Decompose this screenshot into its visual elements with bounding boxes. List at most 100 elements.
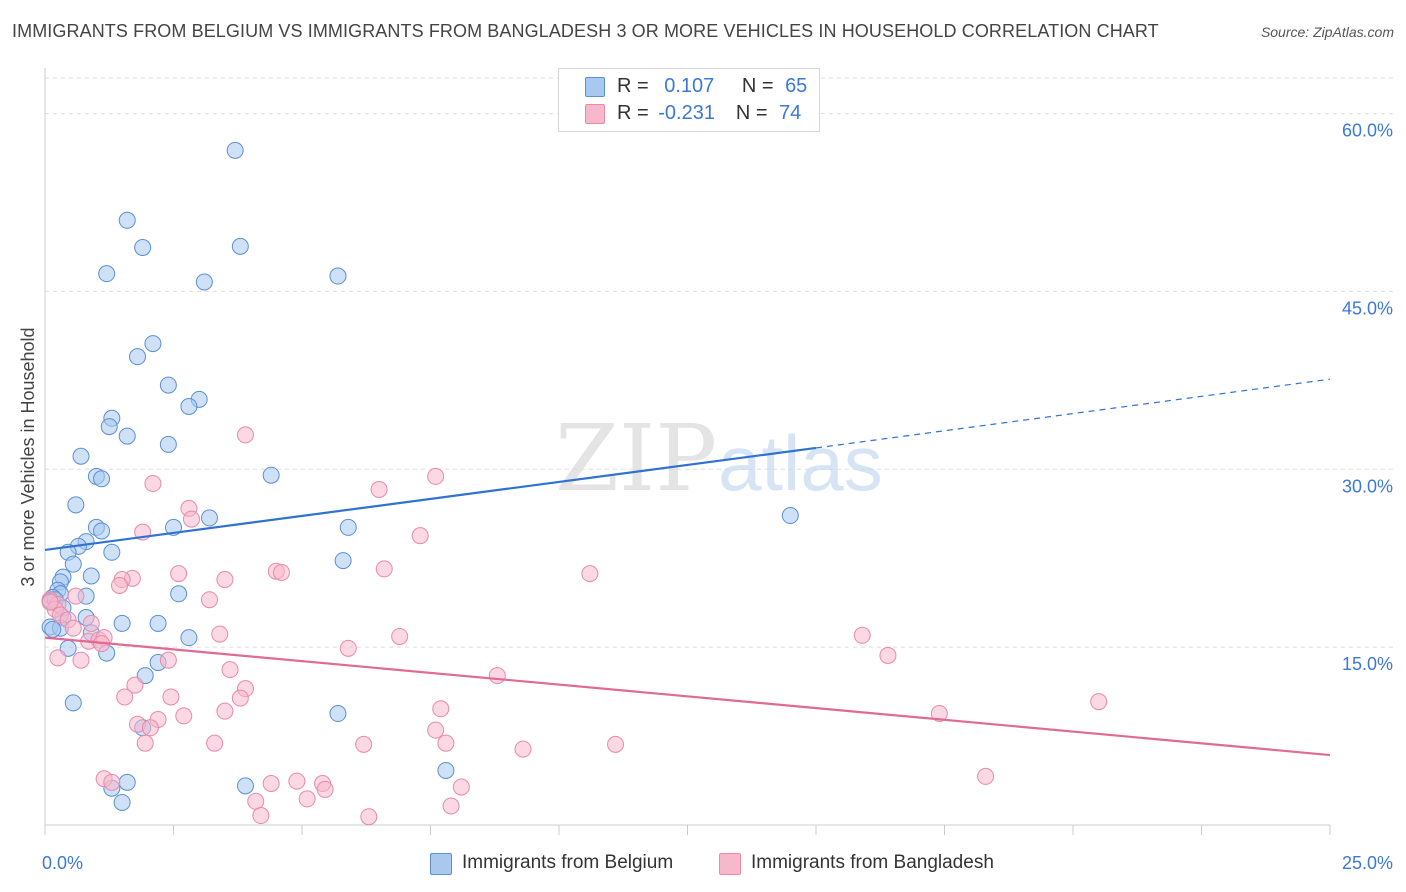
belgium-point — [82, 567, 100, 585]
data-points — [41, 141, 1108, 826]
watermark-atlas: atlas — [718, 419, 883, 507]
bangladesh-point — [170, 565, 188, 583]
bangladesh-point — [252, 807, 270, 825]
y-tick-label: 60.0% — [1342, 121, 1393, 141]
bangladesh-point — [206, 734, 224, 752]
bangladesh-point — [72, 651, 90, 669]
bangladesh-point — [67, 587, 85, 605]
source-label: Source: ZipAtlas.com — [1260, 24, 1394, 40]
watermark-zip: ZIP — [555, 405, 717, 512]
bangladesh-point — [82, 614, 100, 632]
bangladesh-point — [175, 707, 193, 725]
bangladesh-point — [411, 527, 429, 545]
bangladesh-point — [427, 467, 445, 485]
bangladesh-point — [355, 735, 373, 753]
legend-n-label: N = — [741, 75, 774, 97]
belgium-point — [180, 397, 198, 415]
bangladesh-trend-line — [44, 636, 1331, 757]
bottom-legend-label-bangladesh: Immigrants from Bangladesh — [751, 852, 994, 873]
grid-lines — [45, 77, 1395, 648]
belgium-point — [170, 585, 188, 603]
bangladesh-point — [231, 689, 249, 707]
bangladesh-point — [432, 700, 450, 718]
bangladesh-point — [437, 734, 455, 752]
belgium-point — [72, 447, 90, 465]
tick-labels: 15.0% 30.0% 45.0% 60.0% 0.0% 25.0% — [42, 121, 1393, 873]
y-tick-label: 45.0% — [1342, 298, 1393, 318]
bangladesh-point — [200, 591, 218, 609]
belgium-point — [64, 694, 82, 712]
legend-swatch-bangladesh — [585, 104, 605, 124]
bangladesh-point — [262, 775, 280, 792]
bangladesh-point — [360, 808, 378, 826]
axes — [44, 68, 1331, 835]
belgium-point — [67, 496, 85, 514]
bangladesh-point — [488, 667, 506, 685]
belgium-point — [236, 777, 254, 795]
bangladesh-point — [514, 740, 532, 758]
legend: R = 0.107 N = 65 R = -0.231 N = 74 — [558, 68, 820, 132]
bangladesh-point — [930, 705, 948, 723]
belgium-trend-extension — [815, 378, 1331, 449]
bangladesh-point — [391, 627, 409, 645]
belgium-point — [334, 552, 352, 570]
legend-n-value: 65 — [785, 75, 808, 97]
bangladesh-point — [247, 792, 265, 810]
belgium-point — [113, 793, 131, 811]
legend-r-value: 0.107 — [664, 75, 715, 97]
belgium-point — [113, 614, 131, 632]
bangladesh-point — [316, 780, 334, 798]
bangladesh-point — [607, 735, 625, 753]
bangladesh-point — [216, 702, 234, 720]
belgium-point — [134, 239, 152, 257]
belgium-point — [100, 418, 118, 436]
bangladesh-point — [339, 639, 357, 657]
bangladesh-point — [853, 626, 871, 644]
belgium-point — [226, 141, 244, 159]
y-axis-label: 3 or more Vehicles in Household — [18, 327, 38, 586]
legend-n-value: 74 — [779, 102, 802, 124]
bangladesh-point — [64, 619, 82, 637]
bangladesh-point — [41, 593, 59, 611]
bangladesh-point — [427, 721, 445, 739]
belgium-point — [195, 273, 213, 291]
bangladesh-point — [375, 560, 393, 578]
belgium-point — [129, 348, 147, 366]
bangladesh-point — [116, 688, 134, 706]
x-tick-label: 25.0% — [1342, 853, 1393, 873]
trend-lines — [44, 378, 1331, 757]
belgium-point — [200, 509, 218, 527]
bangladesh-point — [49, 649, 67, 667]
bangladesh-point — [144, 475, 162, 493]
bangladesh-point — [141, 719, 159, 737]
bangladesh-point — [288, 772, 306, 790]
bangladesh-point — [452, 778, 470, 796]
belgium-point — [64, 555, 82, 573]
belgium-point — [159, 376, 177, 394]
bangladesh-point — [221, 661, 239, 679]
belgium-point — [329, 267, 347, 285]
bangladesh-point — [103, 773, 121, 791]
belgium-point — [231, 237, 249, 255]
x-tick-label: 0.0% — [42, 853, 83, 873]
bangladesh-point — [236, 426, 254, 444]
bangladesh-point — [211, 625, 229, 643]
chart-title: IMMIGRANTS FROM BELGIUM VS IMMIGRANTS FR… — [12, 21, 1159, 41]
belgium-point — [329, 705, 347, 723]
bottom-legend-swatch-bangladesh — [719, 853, 741, 875]
belgium-point — [159, 435, 177, 453]
belgium-point — [118, 211, 136, 229]
belgium-point — [262, 466, 280, 484]
y-tick-label: 15.0% — [1342, 654, 1393, 674]
y-tick-label: 30.0% — [1342, 476, 1393, 496]
belgium-point — [149, 614, 167, 632]
bangladesh-point — [182, 510, 200, 528]
bottom-legend-label-belgium: Immigrants from Belgium — [462, 852, 674, 873]
belgium-point — [44, 620, 62, 638]
bangladesh-point — [136, 734, 154, 752]
legend-r-label: R = — [617, 75, 649, 97]
bangladesh-point — [442, 797, 460, 815]
legend-swatch-belgium — [585, 77, 605, 97]
bangladesh-point — [1090, 693, 1108, 711]
